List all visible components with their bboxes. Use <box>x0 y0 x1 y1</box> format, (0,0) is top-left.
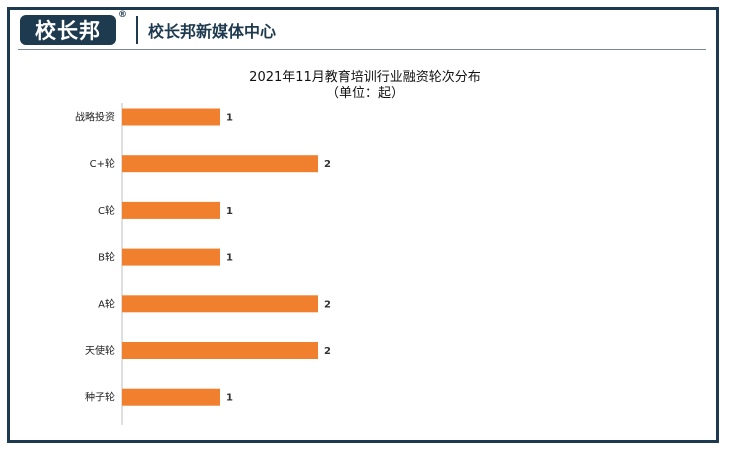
logo: 校长邦 ® <box>20 10 127 45</box>
logo-text: 校长邦 <box>35 19 101 43</box>
brand-name: 校长邦新媒体中心 <box>148 22 277 41</box>
bar-2 <box>122 201 220 219</box>
bar-0 <box>122 108 220 126</box>
value-label: 1 <box>226 206 233 217</box>
category-label: 战略投资 <box>75 111 115 124</box>
category-label: B轮 <box>98 251 115 264</box>
category-label: C+轮 <box>90 157 115 170</box>
value-label: 1 <box>226 253 233 264</box>
value-label: 2 <box>324 299 331 310</box>
report-frame <box>7 7 719 443</box>
category-label: C轮 <box>98 204 115 217</box>
header-divider <box>136 16 138 44</box>
bar-3 <box>122 248 220 266</box>
category-label: 种子轮 <box>85 391 115 404</box>
bar-5 <box>122 342 318 359</box>
value-label: 2 <box>324 159 331 170</box>
header-rule <box>18 49 706 50</box>
category-label: 天使轮 <box>85 344 115 357</box>
category-label: A轮 <box>98 297 115 310</box>
bar-6 <box>122 388 220 406</box>
bar-1 <box>122 155 318 173</box>
value-label: 1 <box>226 393 233 404</box>
header: 校长邦 ® 校长邦新媒体中心 <box>20 10 277 48</box>
chart-title-block: 2021年11月教育培训行业融资轮次分布 （单位：起） <box>0 70 730 102</box>
registered-mark: ® <box>118 10 128 20</box>
value-label: 1 <box>226 113 233 124</box>
chart-title: 2021年11月教育培训行业融资轮次分布 <box>249 70 481 85</box>
chart-subtitle: （单位：起） <box>325 86 404 101</box>
bar-4 <box>122 295 318 313</box>
value-label: 2 <box>324 346 331 357</box>
